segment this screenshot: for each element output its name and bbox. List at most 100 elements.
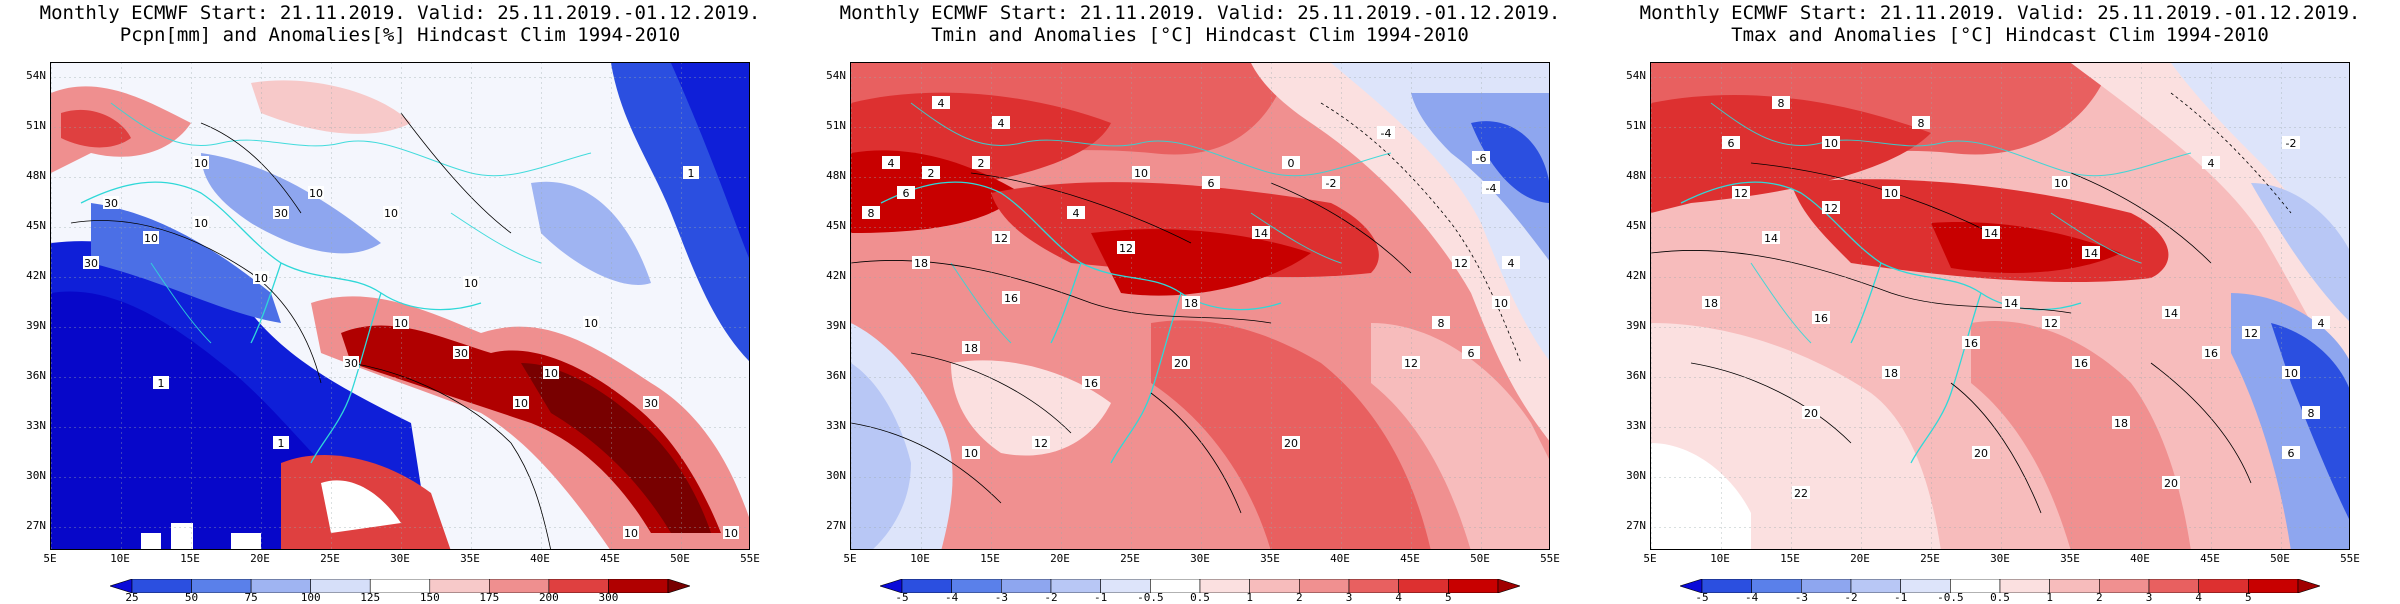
colorbar-segment (191, 578, 252, 594)
colorbar-label: -1 (1894, 591, 1908, 604)
contour-label: 10 (194, 157, 208, 170)
latitude-label: 54N (826, 69, 846, 82)
latitude-label: 51N (826, 119, 846, 132)
colorbar-segment (951, 578, 1002, 594)
colorbar-label: 1 (1246, 591, 1253, 604)
longitude-label: 5E (1643, 552, 1657, 565)
contour-label: 10 (544, 367, 558, 380)
contour-label: 20 (1974, 447, 1988, 460)
map-tmin: 4 4 2 4 6 2 8 12 4 10 6 12 14 0 -2 -4 -6… (850, 62, 1550, 550)
contour-label: 6 (1208, 177, 1215, 190)
map-field-svg: 30 10 10 10 10 10 1 10 30 10 30 10 10 30… (51, 63, 749, 549)
contour-label: 6 (2288, 447, 2295, 460)
colorbar-label: 150 (419, 591, 440, 604)
latitude-label: 45N (1626, 219, 1646, 232)
contour-label: 16 (2204, 347, 2218, 360)
colorbar-arrow-right (2297, 578, 2321, 594)
panel-title-line1: Monthly ECMWF Start: 21.11.2019. Valid: … (1639, 2, 2361, 24)
contour-label: 16 (1004, 292, 1018, 305)
contour-label: 18 (1884, 367, 1898, 380)
contour-label: 14 (2084, 247, 2098, 260)
contour-label: 4 (2318, 317, 2325, 330)
contour-label: -4 (1486, 182, 1497, 195)
longitude-label: 20E (250, 552, 270, 565)
latitude-label: 48N (826, 169, 846, 182)
contour-label: 18 (964, 342, 978, 355)
contour-label: 10 (254, 272, 268, 285)
contour-label: 10 (1884, 187, 1898, 200)
longitude-label: 50E (2270, 552, 2290, 565)
colorbar-segment (1348, 578, 1399, 594)
colorbar-label: -5 (895, 591, 909, 604)
colorbar (1679, 578, 2321, 594)
longitude-label: 55E (2340, 552, 2360, 565)
contour-label: 16 (1084, 377, 1098, 390)
colorbar (879, 578, 1521, 594)
contour-label: 30 (104, 197, 118, 210)
contour-label: 8 (868, 207, 875, 220)
longitude-label: 45E (600, 552, 620, 565)
contour-label: 22 (1794, 487, 1808, 500)
colorbar-label: 5 (2245, 591, 2252, 604)
colorbar-label: -3 (1794, 591, 1808, 604)
contour-label: 10 (144, 232, 158, 245)
longitude-label: 45E (2200, 552, 2220, 565)
colorbar-svg (1679, 578, 2321, 594)
contour-label: 14 (1254, 227, 1268, 240)
contour-label: 14 (1984, 227, 1998, 240)
latitude-label: 42N (1626, 269, 1646, 282)
contour-label: 4 (998, 117, 1005, 130)
colorbar-label: 2 (2096, 591, 2103, 604)
colorbar-label: 100 (300, 591, 321, 604)
latitude-label: 42N (826, 269, 846, 282)
latitude-label: 48N (26, 169, 46, 182)
colorbar-label: 4 (2195, 591, 2202, 604)
contour-label: 8 (1778, 97, 1785, 110)
longitude-label: 15E (1780, 552, 1800, 565)
longitude-label: 25E (1120, 552, 1140, 565)
colorbar-label: 5 (1445, 591, 1452, 604)
colorbar-svg (109, 578, 691, 594)
contour-label: 20 (2164, 477, 2178, 490)
contour-label: 4 (888, 157, 895, 170)
latitude-label: 51N (1626, 119, 1646, 132)
longitude-label: 55E (1540, 552, 1560, 565)
latitude-label: 45N (26, 219, 46, 232)
colorbar-arrow-right (1497, 578, 1521, 594)
colorbar-label: -0.5 (1937, 591, 1964, 604)
contour-label: 14 (2164, 307, 2178, 320)
contour-label: 12 (1734, 187, 1748, 200)
longitude-label: 20E (1850, 552, 1870, 565)
colorbar-label: -3 (994, 591, 1008, 604)
colorbar-label: -5 (1695, 591, 1709, 604)
longitude-label: 5E (843, 552, 857, 565)
contour-label: 12 (2244, 327, 2258, 340)
contour-label: -4 (1381, 127, 1392, 140)
colorbar-segment (2148, 578, 2199, 594)
panel-title-line1: Monthly ECMWF Start: 21.11.2019. Valid: … (839, 2, 1561, 24)
contour-label: 14 (2004, 297, 2018, 310)
latitude-label: 36N (826, 369, 846, 382)
longitude-label: 40E (1330, 552, 1350, 565)
contour-label: 4 (938, 97, 945, 110)
contour-label: 2 (978, 157, 985, 170)
latitude-label: 51N (26, 119, 46, 132)
latitude-label: 30N (1626, 469, 1646, 482)
panel-title-line2: Tmax and Anomalies [°C] Hindcast Clim 19… (1731, 24, 2269, 46)
contour-label: 30 (344, 357, 358, 370)
latitude-label: 45N (826, 219, 846, 232)
longitude-label: 20E (1050, 552, 1070, 565)
contour-label: 20 (1174, 357, 1188, 370)
contour-label: -6 (1476, 152, 1487, 165)
colorbar-label: 300 (598, 591, 619, 604)
longitude-label: 50E (1470, 552, 1490, 565)
longitude-label: 35E (460, 552, 480, 565)
colorbar-label: 0.5 (1990, 591, 2010, 604)
contour-label: 12 (2044, 317, 2058, 330)
colorbar-segment (2049, 578, 2100, 594)
contour-label: 18 (2114, 417, 2128, 430)
longitude-label: 30E (1190, 552, 1210, 565)
latitude-label: 54N (26, 69, 46, 82)
contour-label: 10 (2284, 367, 2298, 380)
contour-label: 10 (384, 207, 398, 220)
